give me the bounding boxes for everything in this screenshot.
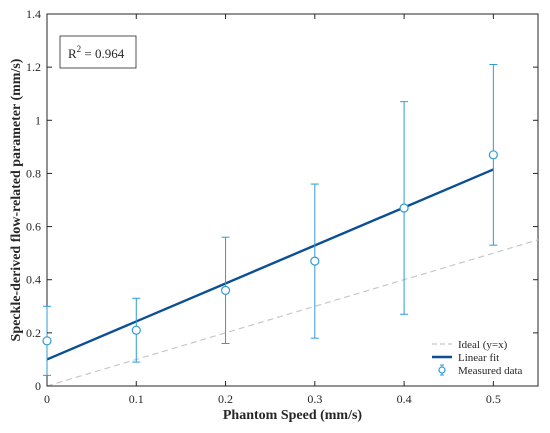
data-point: [399, 203, 409, 213]
annotation-superscript: 2: [77, 44, 82, 54]
x-tick-label: 0.3: [307, 392, 322, 406]
x-tick-label: 0: [44, 392, 50, 406]
legend: Ideal (y=x) Linear fit Measured data: [427, 333, 537, 381]
data-point: [42, 336, 52, 346]
legend-fit-label: Linear fit: [458, 352, 499, 364]
y-tick-label: 0.2: [26, 326, 41, 340]
y-tick-label: 0.8: [26, 166, 41, 180]
x-axis-label: Phantom Speed (mm/s): [223, 408, 363, 423]
ideal-line: [46, 239, 539, 387]
y-tick-label: 0: [35, 379, 41, 393]
annotation-text: R2 = 0.964: [68, 44, 125, 61]
legend-data-marker: [438, 366, 446, 374]
x-tick-label: 0.5: [486, 392, 501, 406]
y-tick-label: 1: [35, 113, 41, 127]
y-tick-label: 0.6: [26, 220, 41, 234]
plot-area: 0 0.1 0.2 0.3 0.4 0.5 0 0.2 0.4 0.6 0.8 1 1.2 1.4: [26, 7, 539, 406]
x-tick-label: 0.4: [397, 392, 412, 406]
legend-data-swatch: [438, 364, 446, 376]
annotation-value: = 0.964: [81, 46, 125, 61]
x-tick-label: 0.1: [129, 392, 144, 406]
y-tick-label: 1.2: [26, 60, 41, 74]
y-tick-label: 1.4: [26, 7, 41, 21]
tick-layer: 0 0.1 0.2 0.3 0.4 0.5 0 0.2 0.4 0.6 0.8 1 1.2 1.4: [26, 7, 538, 406]
legend-ideal-label: Ideal (y=x): [458, 339, 508, 351]
plot-frame: [46, 13, 539, 387]
legend-data-label: Measured data: [458, 365, 523, 377]
fit-line-layer: [46, 168, 494, 361]
data-point: [131, 325, 141, 335]
annotation-base: R: [68, 46, 77, 61]
measured-data-layer: [42, 63, 498, 376]
data-point: [310, 256, 320, 266]
x-tick-label: 0.2: [218, 392, 233, 406]
y-tick-label: 0.4: [26, 273, 41, 287]
linear-fit-line: [46, 168, 494, 361]
y-axis-label: Speckle-derived flow-related parameter (…: [9, 58, 24, 341]
ideal-line-layer: [46, 239, 539, 387]
annotation-box: [59, 35, 137, 69]
data-point: [488, 150, 498, 160]
r-squared-annotation: R2 = 0.964: [59, 35, 137, 69]
data-point: [220, 285, 231, 295]
